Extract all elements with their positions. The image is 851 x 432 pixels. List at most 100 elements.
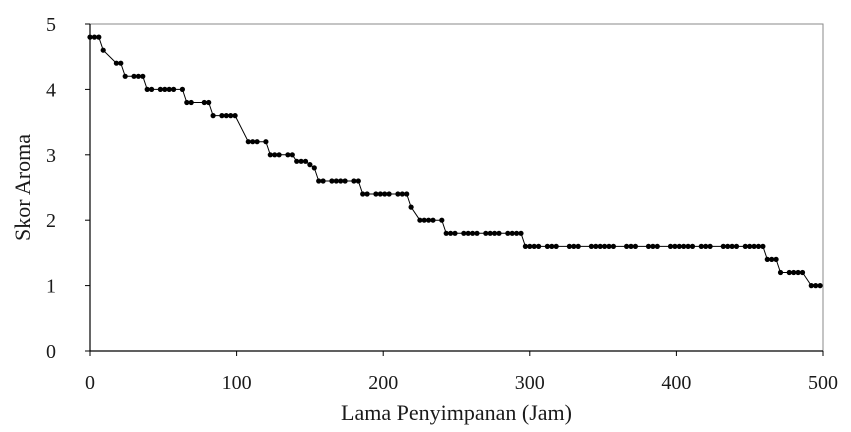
data-point	[144, 86, 150, 92]
data-point	[531, 243, 537, 249]
data-point	[566, 243, 573, 249]
data-point	[188, 99, 194, 106]
data-point	[786, 269, 792, 276]
data-point	[514, 230, 520, 236]
data-point	[509, 230, 515, 236]
data-point	[703, 243, 709, 249]
data-point	[267, 152, 273, 158]
data-point	[452, 230, 458, 236]
series-layer	[87, 34, 823, 289]
data-point	[351, 178, 357, 184]
data-point	[289, 152, 295, 158]
y-tick-label: 0	[46, 341, 56, 363]
data-point	[329, 178, 335, 184]
data-point	[386, 191, 392, 197]
data-point	[377, 191, 383, 197]
data-point	[672, 243, 678, 249]
data-point	[606, 243, 612, 249]
data-point	[122, 73, 128, 79]
data-point	[470, 230, 476, 236]
data-point	[162, 86, 168, 92]
data-point	[87, 34, 93, 40]
data-point	[817, 283, 823, 289]
data-point	[571, 243, 577, 249]
data-point	[421, 217, 427, 223]
data-point	[483, 230, 489, 236]
data-point	[707, 243, 713, 249]
x-axis-title: Lama Penyimpanan (Jam)	[341, 400, 572, 425]
data-point	[320, 178, 326, 184]
data-point	[298, 158, 304, 164]
data-point	[272, 152, 278, 158]
data-point	[140, 73, 146, 79]
x-tick-label: 500	[808, 372, 838, 394]
data-point	[676, 243, 682, 249]
data-point	[338, 178, 344, 184]
data-point	[588, 243, 595, 249]
y-axis-title: Skor Aroma	[10, 134, 35, 241]
data-point	[760, 243, 766, 249]
data-point	[201, 99, 207, 106]
data-point	[544, 243, 551, 249]
data-point	[250, 139, 256, 145]
data-point	[408, 204, 414, 210]
tick-labels: 0 1 2 3 4 5 0 100 200 300 400 500	[46, 14, 838, 394]
x-tick-label: 400	[661, 372, 691, 394]
data-point	[769, 256, 775, 262]
data-point	[549, 243, 555, 249]
data-point	[430, 217, 436, 223]
data-point	[373, 191, 379, 197]
data-point	[799, 269, 806, 276]
data-point	[399, 191, 405, 197]
data-point	[773, 256, 779, 262]
data-point	[382, 191, 388, 197]
data-point	[755, 243, 762, 249]
data-point	[364, 191, 370, 197]
data-point	[100, 47, 106, 53]
data-point	[206, 99, 212, 106]
data-point	[698, 243, 704, 249]
data-point	[624, 243, 630, 249]
data-point	[764, 256, 770, 262]
data-point	[184, 99, 190, 106]
data-point	[254, 139, 260, 145]
data-point	[355, 178, 361, 184]
x-tick-label: 300	[515, 372, 545, 394]
x-tick-label: 200	[368, 372, 398, 394]
data-point	[404, 191, 410, 197]
data-point	[681, 243, 687, 249]
data-point	[417, 217, 423, 223]
data-point	[654, 243, 660, 249]
data-point	[219, 113, 225, 119]
data-point	[632, 243, 639, 249]
data-point	[496, 230, 502, 236]
data-point	[808, 283, 814, 289]
data-point	[171, 86, 177, 92]
data-point	[232, 113, 238, 119]
data-point	[505, 230, 511, 236]
data-point	[91, 34, 97, 40]
y-tick-label: 2	[46, 210, 56, 232]
data-point	[131, 73, 137, 79]
data-point	[342, 178, 348, 184]
data-point	[645, 243, 652, 249]
data-point	[179, 86, 185, 92]
data-point	[223, 113, 229, 119]
data-point	[791, 269, 797, 276]
data-point	[157, 86, 163, 92]
data-point	[628, 243, 634, 249]
data-point	[553, 243, 559, 249]
data-point	[439, 217, 445, 223]
data-point	[610, 243, 617, 249]
data-point	[395, 191, 401, 197]
x-tick-label: 0	[85, 372, 95, 394]
data-point	[777, 269, 784, 276]
data-point	[276, 152, 282, 158]
data-point	[689, 243, 696, 249]
data-point	[113, 60, 119, 66]
data-point	[527, 243, 533, 249]
data-point	[149, 86, 155, 92]
data-point	[302, 158, 309, 164]
